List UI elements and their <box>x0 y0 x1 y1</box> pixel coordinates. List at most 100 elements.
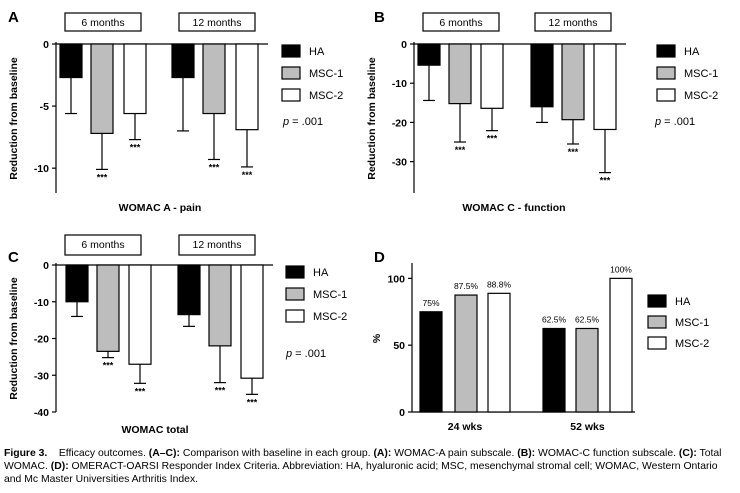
significance-mark: *** <box>487 134 498 144</box>
significance-mark: *** <box>568 147 579 157</box>
group-header-box <box>422 12 500 32</box>
legend-label: MSC-2 <box>684 90 718 102</box>
legend-label: MSC-2 <box>675 338 709 350</box>
bar-value-label: 75% <box>422 298 439 308</box>
caption-segment: Total WOMAC. <box>4 448 722 473</box>
significance-mark: *** <box>455 145 466 155</box>
y-axis-label: Reduction from baseline <box>8 57 20 180</box>
x-axis-title: WOMAC total <box>121 424 188 436</box>
legend-swatch-ha <box>647 294 667 308</box>
y-axis-label: % <box>371 333 383 343</box>
caption-segment: (A): <box>373 448 392 459</box>
legend-swatch-msc-1 <box>285 287 305 301</box>
legend-swatch-msc-1 <box>281 66 301 80</box>
y-tick-label: 0 <box>401 39 407 51</box>
bar-msc-1 <box>96 264 120 352</box>
legend-label: MSC-1 <box>684 68 718 80</box>
x-axis-title: WOMAC A - pain <box>119 202 202 214</box>
group-header-label: 6 months <box>439 17 482 29</box>
p-value-text: = .001 <box>292 348 326 360</box>
bar-msc-1 <box>90 43 114 135</box>
legend-swatch-msc-2 <box>647 336 667 350</box>
group-header-label: 12 months <box>548 17 597 29</box>
bar-value-label: 88.8% <box>487 279 512 289</box>
bar-ha <box>65 264 89 303</box>
p-value-symbol: p <box>285 348 292 360</box>
significance-mark: *** <box>215 386 226 396</box>
bar-msc-2 <box>593 43 617 131</box>
bar-value-label: 62.5% <box>542 314 567 324</box>
bar-msc-2 <box>480 43 504 109</box>
group-header-box <box>64 234 142 256</box>
p-value-annotation: p = .001 <box>282 116 323 128</box>
category-label: 52 wks <box>570 421 605 433</box>
panel-label-c: C <box>8 249 19 266</box>
p-value-symbol: p <box>282 116 289 128</box>
significance-mark: *** <box>242 170 253 180</box>
legend-label: HA <box>313 267 329 279</box>
bar-msc-1 <box>575 327 599 413</box>
y-tick-label: -30 <box>34 370 49 382</box>
legend-label: HA <box>309 46 325 58</box>
bar-ha <box>59 43 83 79</box>
bar-ha <box>542 327 566 413</box>
y-tick-label: -30 <box>392 157 407 169</box>
caption-label: Figure 3. <box>4 448 48 459</box>
caption-segment: WOMAC-C function subscale. <box>535 448 679 459</box>
caption-segment: (A–C): <box>148 448 180 459</box>
bar-msc-2 <box>235 43 259 131</box>
caption-segment: WOMAC-A pain subscale. <box>391 448 518 459</box>
bar-msc-1 <box>454 294 478 413</box>
legend-label: MSC-2 <box>309 90 343 102</box>
y-tick-label: 0 <box>399 407 405 419</box>
group-header-box <box>178 234 256 256</box>
significance-mark: *** <box>103 361 114 371</box>
group-header-box <box>178 12 256 32</box>
legend-label: MSC-1 <box>313 289 347 301</box>
y-axis-label: Reduction from baseline <box>366 57 378 180</box>
significance-mark: *** <box>97 172 108 182</box>
y-tick-label: 100 <box>387 273 405 285</box>
significance-mark: *** <box>135 386 146 396</box>
y-tick-label: -10 <box>34 163 49 175</box>
legend-label: MSC-1 <box>675 317 709 329</box>
y-tick-label: -10 <box>392 78 407 90</box>
legend-label: HA <box>684 46 700 58</box>
bar-msc-2 <box>609 277 633 413</box>
bar-value-label: 87.5% <box>454 281 479 291</box>
caption-segment: (C): <box>678 448 697 459</box>
caption-segment: (B): <box>517 448 536 459</box>
bar-msc-2 <box>128 264 152 365</box>
significance-mark: *** <box>130 143 141 153</box>
y-tick-label: 0 <box>43 39 49 51</box>
legend-label: MSC-2 <box>313 311 347 323</box>
p-value-annotation: p = .001 <box>654 116 695 128</box>
group-header-label: 6 months <box>81 17 124 29</box>
legend-swatch-ha <box>656 44 676 58</box>
significance-mark: *** <box>247 397 258 407</box>
figure-caption: Figure 3. Efficacy outcomes. (A–C): Comp… <box>4 447 736 487</box>
y-tick-label: -5 <box>40 101 49 113</box>
bar-ha <box>417 43 441 66</box>
legend-swatch-msc-2 <box>656 88 676 102</box>
y-tick-label: 50 <box>393 340 405 352</box>
legend-swatch-ha <box>285 265 305 279</box>
significance-mark: *** <box>209 162 220 172</box>
caption-segment: (D): <box>50 461 69 473</box>
bar-value-label: 62.5% <box>575 314 600 324</box>
p-value-annotation: p = .001 <box>285 348 326 360</box>
p-value-symbol: p <box>654 116 661 128</box>
panel-label-b: B <box>374 9 385 26</box>
significance-mark: *** <box>600 176 611 186</box>
y-tick-label: -20 <box>392 117 407 129</box>
caption-body: Efficacy outcomes. (A–C): Comparison wit… <box>4 448 721 485</box>
group-header-label: 6 months <box>81 239 124 251</box>
legend-swatch-msc-1 <box>647 315 667 329</box>
y-tick-label: -20 <box>34 334 49 346</box>
bar-msc-1 <box>448 43 472 105</box>
bar-msc-2 <box>240 264 264 379</box>
bar-value-label: 100% <box>610 264 632 274</box>
legend-swatch-msc-1 <box>656 66 676 80</box>
y-axis-label: Reduction from baseline <box>8 277 20 400</box>
